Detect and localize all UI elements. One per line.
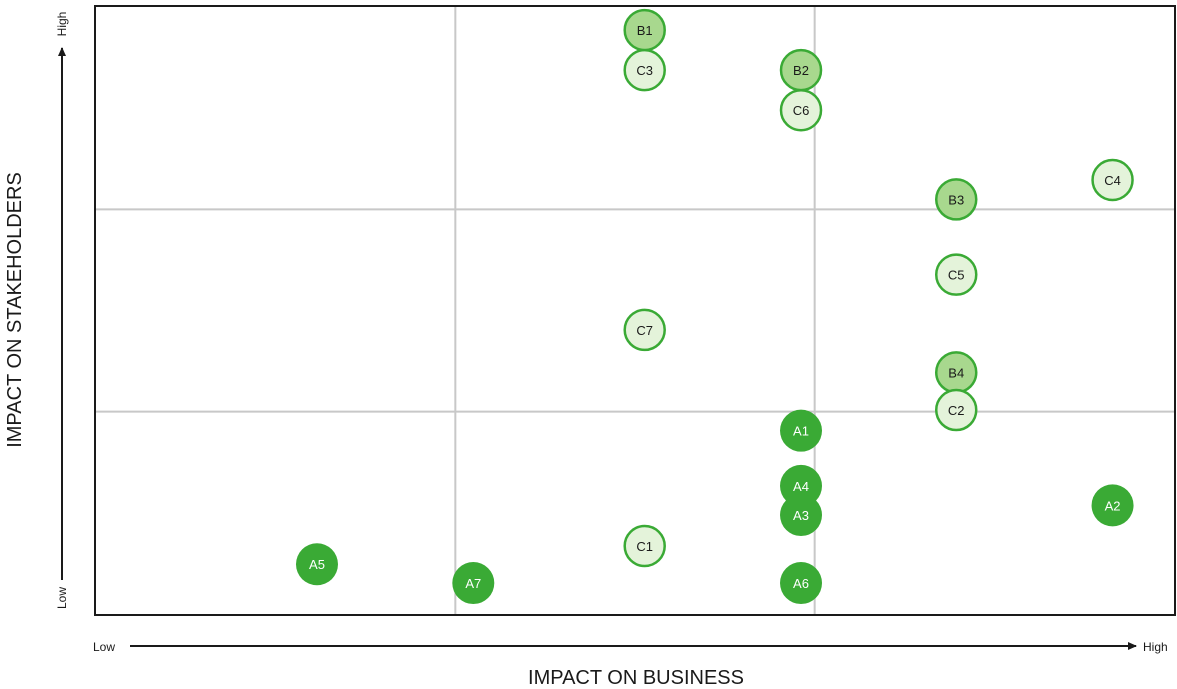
point-label-b4: B4 bbox=[948, 365, 964, 380]
y-axis-low-label: Low bbox=[55, 587, 69, 609]
point-label-a2: A2 bbox=[1105, 498, 1121, 513]
point-label-c6: C6 bbox=[793, 103, 810, 118]
plot-frame bbox=[94, 5, 1176, 616]
point-label-c2: C2 bbox=[948, 403, 965, 418]
point-label-c5: C5 bbox=[948, 268, 965, 283]
data-point-b2: B2 bbox=[779, 48, 823, 92]
data-point-a3: A3 bbox=[780, 494, 823, 537]
data-point-c2: C2 bbox=[934, 388, 978, 432]
point-label-c4: C4 bbox=[1104, 173, 1121, 188]
data-point-c5: C5 bbox=[934, 253, 978, 296]
point-marker-b3 bbox=[934, 178, 978, 221]
point-marker-a2 bbox=[1091, 484, 1134, 527]
grid-lines bbox=[96, 7, 1174, 614]
point-marker-a5 bbox=[295, 543, 338, 586]
point-marker-a1 bbox=[780, 409, 823, 452]
data-point-b3: B3 bbox=[934, 178, 978, 221]
data-point-c7: C7 bbox=[623, 308, 666, 352]
point-label-b1: B1 bbox=[637, 23, 653, 38]
data-point-c6: C6 bbox=[779, 88, 823, 132]
point-label-c3: C3 bbox=[636, 63, 653, 78]
point-label-a7: A7 bbox=[465, 576, 481, 591]
point-marker-c1 bbox=[623, 524, 666, 568]
x-axis-low-label: Low bbox=[93, 640, 115, 654]
x-axis-title: IMPACT ON BUSINESS bbox=[528, 667, 744, 689]
point-label-a3: A3 bbox=[793, 508, 809, 523]
data-point-c1: C1 bbox=[623, 524, 666, 568]
data-point-b1: B1 bbox=[623, 8, 666, 52]
point-label-c7: C7 bbox=[636, 323, 653, 338]
y-axis-high-label: High bbox=[55, 12, 69, 37]
point-marker-a7 bbox=[452, 562, 495, 605]
data-points: B1 C3 B2 C6 C4 B3 C5 C7 B4 C2 A1 A4 A2 A3 C1 A5 A7 A6 bbox=[295, 8, 1134, 605]
point-marker-a6 bbox=[780, 562, 823, 605]
data-point-a4: A4 bbox=[780, 464, 823, 507]
point-label-a1: A1 bbox=[793, 424, 809, 439]
point-label-a6: A6 bbox=[793, 576, 809, 591]
data-point-c3: C3 bbox=[623, 48, 666, 92]
data-point-a1: A1 bbox=[780, 409, 823, 452]
point-marker-c5 bbox=[934, 253, 978, 296]
point-marker-a3 bbox=[780, 494, 823, 537]
point-marker-c6 bbox=[779, 88, 823, 132]
point-marker-a4 bbox=[780, 464, 823, 507]
data-point-b4: B4 bbox=[934, 351, 978, 394]
point-label-a5: A5 bbox=[309, 557, 325, 572]
point-marker-c3 bbox=[623, 48, 666, 92]
point-label-b3: B3 bbox=[948, 192, 964, 207]
point-label-a4: A4 bbox=[793, 479, 809, 494]
point-marker-c7 bbox=[623, 308, 666, 352]
point-label-c1: C1 bbox=[636, 539, 653, 554]
data-point-a6: A6 bbox=[780, 562, 823, 605]
data-point-c4: C4 bbox=[1091, 158, 1134, 202]
data-point-a5: A5 bbox=[295, 543, 338, 586]
x-axis-high-label: High bbox=[1143, 640, 1168, 654]
point-label-b2: B2 bbox=[793, 63, 809, 78]
point-marker-c4 bbox=[1091, 158, 1134, 202]
point-marker-c2 bbox=[934, 388, 978, 432]
data-point-a2: A2 bbox=[1091, 484, 1134, 527]
data-point-a7: A7 bbox=[452, 562, 495, 605]
y-axis-title: IMPACT ON STAKEHOLDERS bbox=[4, 172, 26, 448]
